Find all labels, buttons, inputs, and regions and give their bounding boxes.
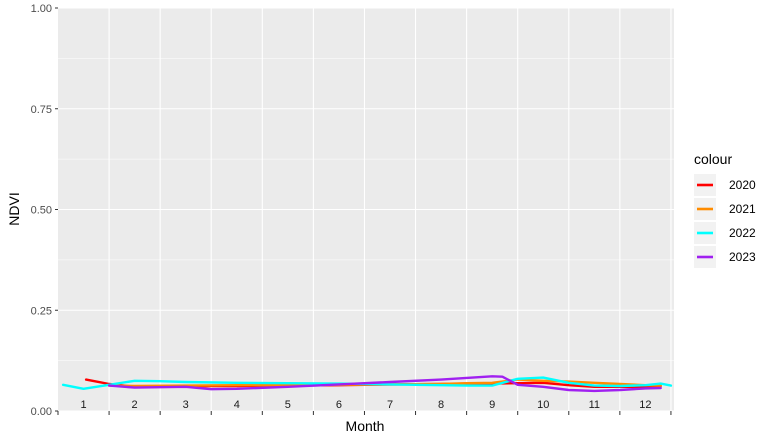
x-month-label: 9 — [489, 399, 495, 411]
y-tick-label: 0.25 — [31, 305, 52, 317]
series-line-2021 — [107, 378, 662, 388]
x-month-label: 5 — [285, 399, 291, 411]
y-tick-label: 0.75 — [31, 104, 52, 116]
y-axis-title: NDVI — [6, 192, 22, 225]
x-month-label: 7 — [387, 399, 393, 411]
y-tick-label: 1.00 — [31, 3, 52, 15]
legend-title: colour — [694, 151, 732, 167]
x-month-label: 11 — [589, 399, 600, 411]
y-tick-label: 0.00 — [31, 406, 52, 418]
legend-label-2021: 2021 — [729, 202, 756, 216]
y-tick-label: 0.50 — [31, 205, 52, 217]
x-axis-title: Month — [346, 418, 385, 434]
x-month-label: 3 — [183, 399, 189, 411]
legend: colour 2020 2021 2022 2023 — [694, 151, 756, 268]
x-month-label: 8 — [438, 399, 444, 411]
x-axis: 1 2 3 4 5 6 7 8 9 10 11 12 — [57, 399, 672, 415]
x-month-label: 6 — [336, 399, 342, 411]
grid-lines — [58, 7, 674, 412]
x-month-label: 10 — [537, 399, 549, 411]
x-month-label: 1 — [80, 399, 86, 411]
legend-label-2020: 2020 — [729, 178, 756, 192]
x-month-label: 12 — [639, 399, 651, 411]
legend-label-2023: 2023 — [729, 250, 756, 264]
series-line-2023 — [107, 375, 662, 393]
x-month-label: 4 — [234, 399, 240, 411]
series-lines — [61, 375, 673, 393]
legend-label-2022: 2022 — [729, 226, 756, 240]
x-month-label: 2 — [132, 399, 138, 411]
series-line-2022 — [61, 376, 673, 390]
y-axis: 0.00 0.25 0.50 0.75 1.00 — [31, 3, 58, 418]
